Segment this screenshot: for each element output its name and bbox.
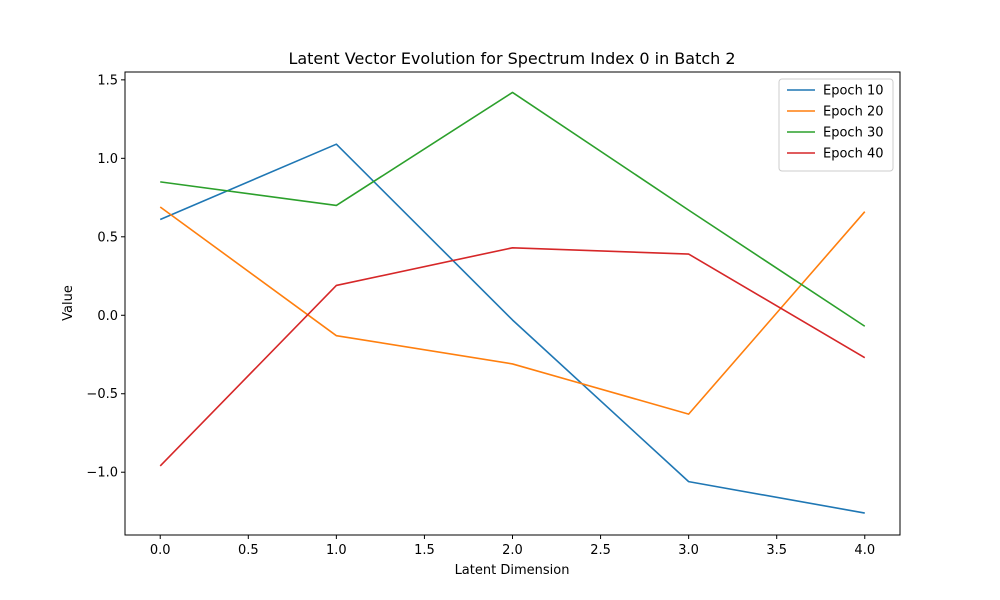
x-tick-label: 3.5 <box>766 543 787 558</box>
legend-box <box>778 78 894 172</box>
x-tick-label: 4.0 <box>854 543 875 558</box>
y-tick-label: 0.5 <box>97 230 118 245</box>
x-tick-label: 2.0 <box>502 543 523 558</box>
x-tick-label: 1.0 <box>326 543 347 558</box>
y-axis-label: Value <box>61 285 76 321</box>
legend-label: Epoch 20 <box>823 105 883 120</box>
x-tick-label: 3.0 <box>678 543 699 558</box>
series-line-4 <box>159 246 866 467</box>
series-line-1 <box>159 143 865 514</box>
x-axis-label: Latent Dimension <box>455 563 570 578</box>
x-tick-label: 0.5 <box>238 543 259 558</box>
series-line-2 <box>159 206 866 415</box>
y-tick-label: 1.0 <box>97 152 118 167</box>
y-tick-label: 0.0 <box>97 309 118 324</box>
x-tick-label: 1.5 <box>414 543 435 558</box>
legend-label: Epoch 30 <box>823 126 883 141</box>
y-tick-label: −1.0 <box>86 466 118 481</box>
y-tick-label: −0.5 <box>86 387 118 402</box>
chart-title: Latent Vector Evolution for Spectrum Ind… <box>288 49 735 68</box>
x-tick-label: 2.5 <box>590 543 611 558</box>
legend: Epoch 10 Epoch 20 Epoch 30 Epoch 40 <box>778 78 894 172</box>
x-axis: 0.0 0.5 1.0 1.5 2.0 2.5 3.0 3.5 4.0 <box>150 535 875 558</box>
x-tick-label: 0.0 <box>150 543 171 558</box>
plot-area <box>159 91 866 514</box>
legend-label: Epoch 40 <box>823 147 883 162</box>
legend-label: Epoch 10 <box>823 84 883 99</box>
y-tick-label: 1.5 <box>97 73 118 88</box>
y-axis: −1.0 −0.5 0.0 0.5 1.0 1.5 <box>86 73 125 481</box>
series-line-3 <box>160 91 866 327</box>
